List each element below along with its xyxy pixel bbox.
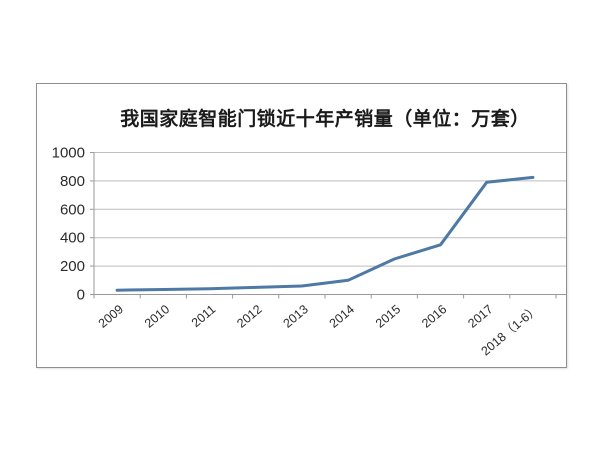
x-axis-label-5: 2014: [327, 302, 357, 331]
x-axis-label-7: 2016: [419, 302, 449, 331]
x-axis-label-4: 2013: [281, 302, 311, 331]
x-axis-label-8: 2017: [465, 302, 495, 331]
y-axis-label-800: 800: [60, 173, 85, 190]
data-line-series: [115, 175, 535, 292]
x-axis-label-3: 2012: [234, 302, 264, 331]
y-axis-label-600: 600: [60, 201, 85, 218]
x-axis-label-0: 2009: [96, 302, 126, 331]
chart-title: 我国家庭智能门锁近十年产销量（单位：万套）: [120, 109, 530, 130]
x-axis-label-6: 2015: [373, 302, 403, 331]
y-axis-label-1000: 1000: [52, 145, 85, 162]
line-chart-plot: 0 200 400 600 800 1000 2009 2010 2011 2012 2013 201…: [52, 145, 566, 358]
x-axis-label-2: 2011: [189, 302, 219, 330]
x-axis-label-1: 2010: [142, 302, 172, 331]
y-axis-label-0: 0: [77, 287, 85, 304]
y-axis-label-200: 200: [60, 258, 85, 275]
y-axis-label-400: 400: [60, 230, 85, 247]
chart-panel: 我国家庭智能门锁近十年产销量（单位：万套） 0 200 400 600 800 1000 2…: [36, 83, 567, 368]
